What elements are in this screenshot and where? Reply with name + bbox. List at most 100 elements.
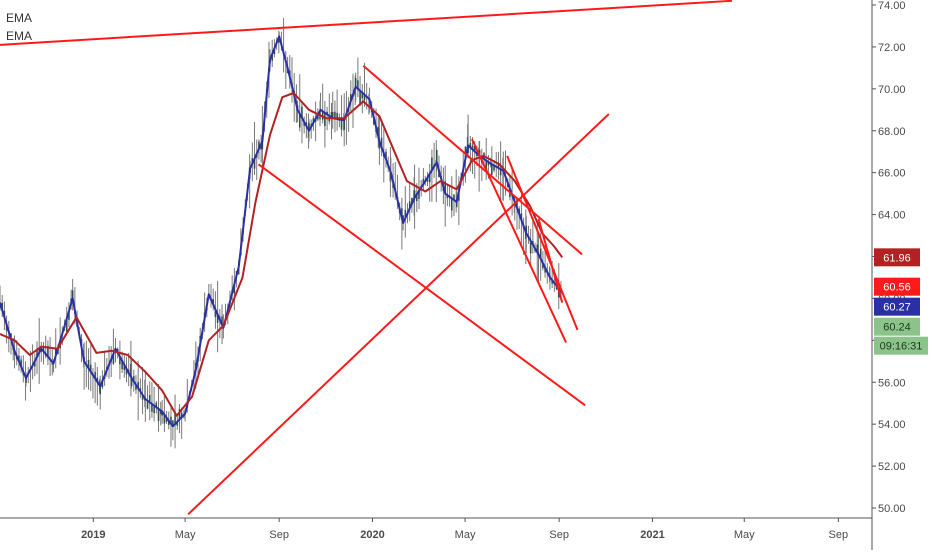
x-tick-label: 2019 — [81, 529, 105, 541]
candle-body — [324, 112, 326, 127]
x-tick-label: May — [175, 529, 196, 541]
trendline-7[interactable] — [537, 218, 564, 303]
price-label-layer: 61.96 60.56 60.27 60.24 09:16:31 — [874, 248, 928, 355]
candle-body — [34, 361, 36, 367]
price-label-box — [874, 248, 920, 267]
candle-body — [363, 94, 366, 101]
candle-body — [89, 364, 92, 372]
price-label-box — [874, 277, 920, 296]
candle-body — [148, 395, 151, 403]
candle-body — [42, 348, 45, 352]
candle-body — [71, 290, 74, 299]
candle-body — [404, 209, 407, 219]
candle-body — [491, 164, 493, 175]
candle-body — [112, 353, 115, 364]
ema-slow-line[interactable] — [0, 92, 564, 417]
candle-body — [174, 412, 176, 425]
trendline-1[interactable] — [0, 0, 733, 46]
trendline-5[interactable] — [471, 138, 567, 343]
candle-body — [377, 126, 380, 137]
candle-body — [65, 318, 68, 332]
legend-ema-slow[interactable]: EMA — [6, 29, 32, 43]
candle-body — [487, 161, 490, 166]
candle-body — [529, 240, 532, 254]
candle-body — [350, 94, 352, 101]
candle-body — [176, 421, 179, 426]
candle-body — [544, 267, 546, 273]
x-tick-label: Sep — [549, 529, 569, 541]
x-tick-label: 2021 — [640, 529, 664, 541]
candle-body — [435, 149, 438, 163]
candle-body — [151, 403, 153, 412]
candle-body — [271, 53, 274, 61]
x-tick-label: 2020 — [360, 529, 384, 541]
candle-body — [101, 381, 104, 388]
candle-body — [499, 169, 502, 176]
candle-body — [119, 356, 121, 365]
trendline-layer[interactable] — [0, 0, 733, 516]
y-tick-label: 54.00 — [878, 419, 906, 431]
candle-body — [357, 80, 359, 89]
candle-body — [68, 311, 70, 320]
price-label-box — [874, 317, 920, 336]
candle-body — [212, 299, 215, 305]
candle-body — [180, 412, 183, 418]
trendline-6[interactable] — [506, 155, 579, 331]
candle-body — [516, 198, 518, 209]
candle-body — [312, 118, 315, 123]
candle-body — [121, 360, 123, 370]
candle-body — [167, 420, 170, 426]
candle-body — [130, 378, 133, 386]
candle-body — [401, 208, 403, 218]
candle-body — [251, 158, 254, 164]
y-tick-label: 56.00 — [878, 377, 906, 389]
candle-body — [261, 141, 264, 150]
candle-body — [551, 280, 553, 284]
candle-body — [94, 371, 96, 379]
candle-body — [413, 190, 416, 198]
candle-body — [450, 198, 453, 211]
candle-body — [216, 314, 219, 323]
price-label-box — [874, 297, 920, 316]
candle-body — [361, 92, 364, 99]
candle-body — [54, 348, 57, 356]
ema-fast-line[interactable] — [0, 35, 563, 428]
candle-body — [422, 178, 425, 185]
candle-body — [99, 386, 102, 395]
candle-body — [385, 151, 387, 160]
x-tick-label: May — [734, 529, 755, 541]
candle-body — [298, 113, 301, 128]
candle-body — [520, 213, 523, 221]
candle-body — [130, 363, 132, 377]
trendline-2[interactable] — [257, 163, 586, 407]
x-tick-label: May — [455, 529, 476, 541]
candle-body — [159, 410, 162, 415]
candle-body — [258, 141, 260, 149]
candle-body — [123, 364, 126, 371]
candle-body — [542, 263, 544, 269]
candle-body — [125, 368, 128, 375]
candle-body — [153, 405, 155, 413]
price-label: 60.24 — [883, 322, 911, 334]
candle-body — [172, 420, 174, 427]
price-candles — [0, 18, 562, 449]
price-label: 61.96 — [883, 252, 911, 264]
candle-body — [536, 244, 539, 253]
candle-body — [178, 409, 181, 420]
legend[interactable]: EMA EMA — [6, 11, 32, 43]
candle-body — [273, 48, 276, 55]
candle-body — [135, 384, 137, 390]
candle-body — [214, 309, 217, 318]
legend-ema-fast[interactable]: EMA — [6, 11, 32, 25]
candle-body — [163, 414, 166, 424]
trendline-4[interactable] — [187, 113, 610, 516]
x-tick-label: Sep — [829, 529, 849, 541]
candle-body — [354, 78, 357, 87]
candle-body — [87, 359, 90, 369]
y-tick-label: 70.00 — [878, 84, 906, 96]
trendline-3[interactable] — [362, 65, 583, 256]
candle-body — [157, 408, 160, 422]
candle-body — [25, 378, 27, 383]
